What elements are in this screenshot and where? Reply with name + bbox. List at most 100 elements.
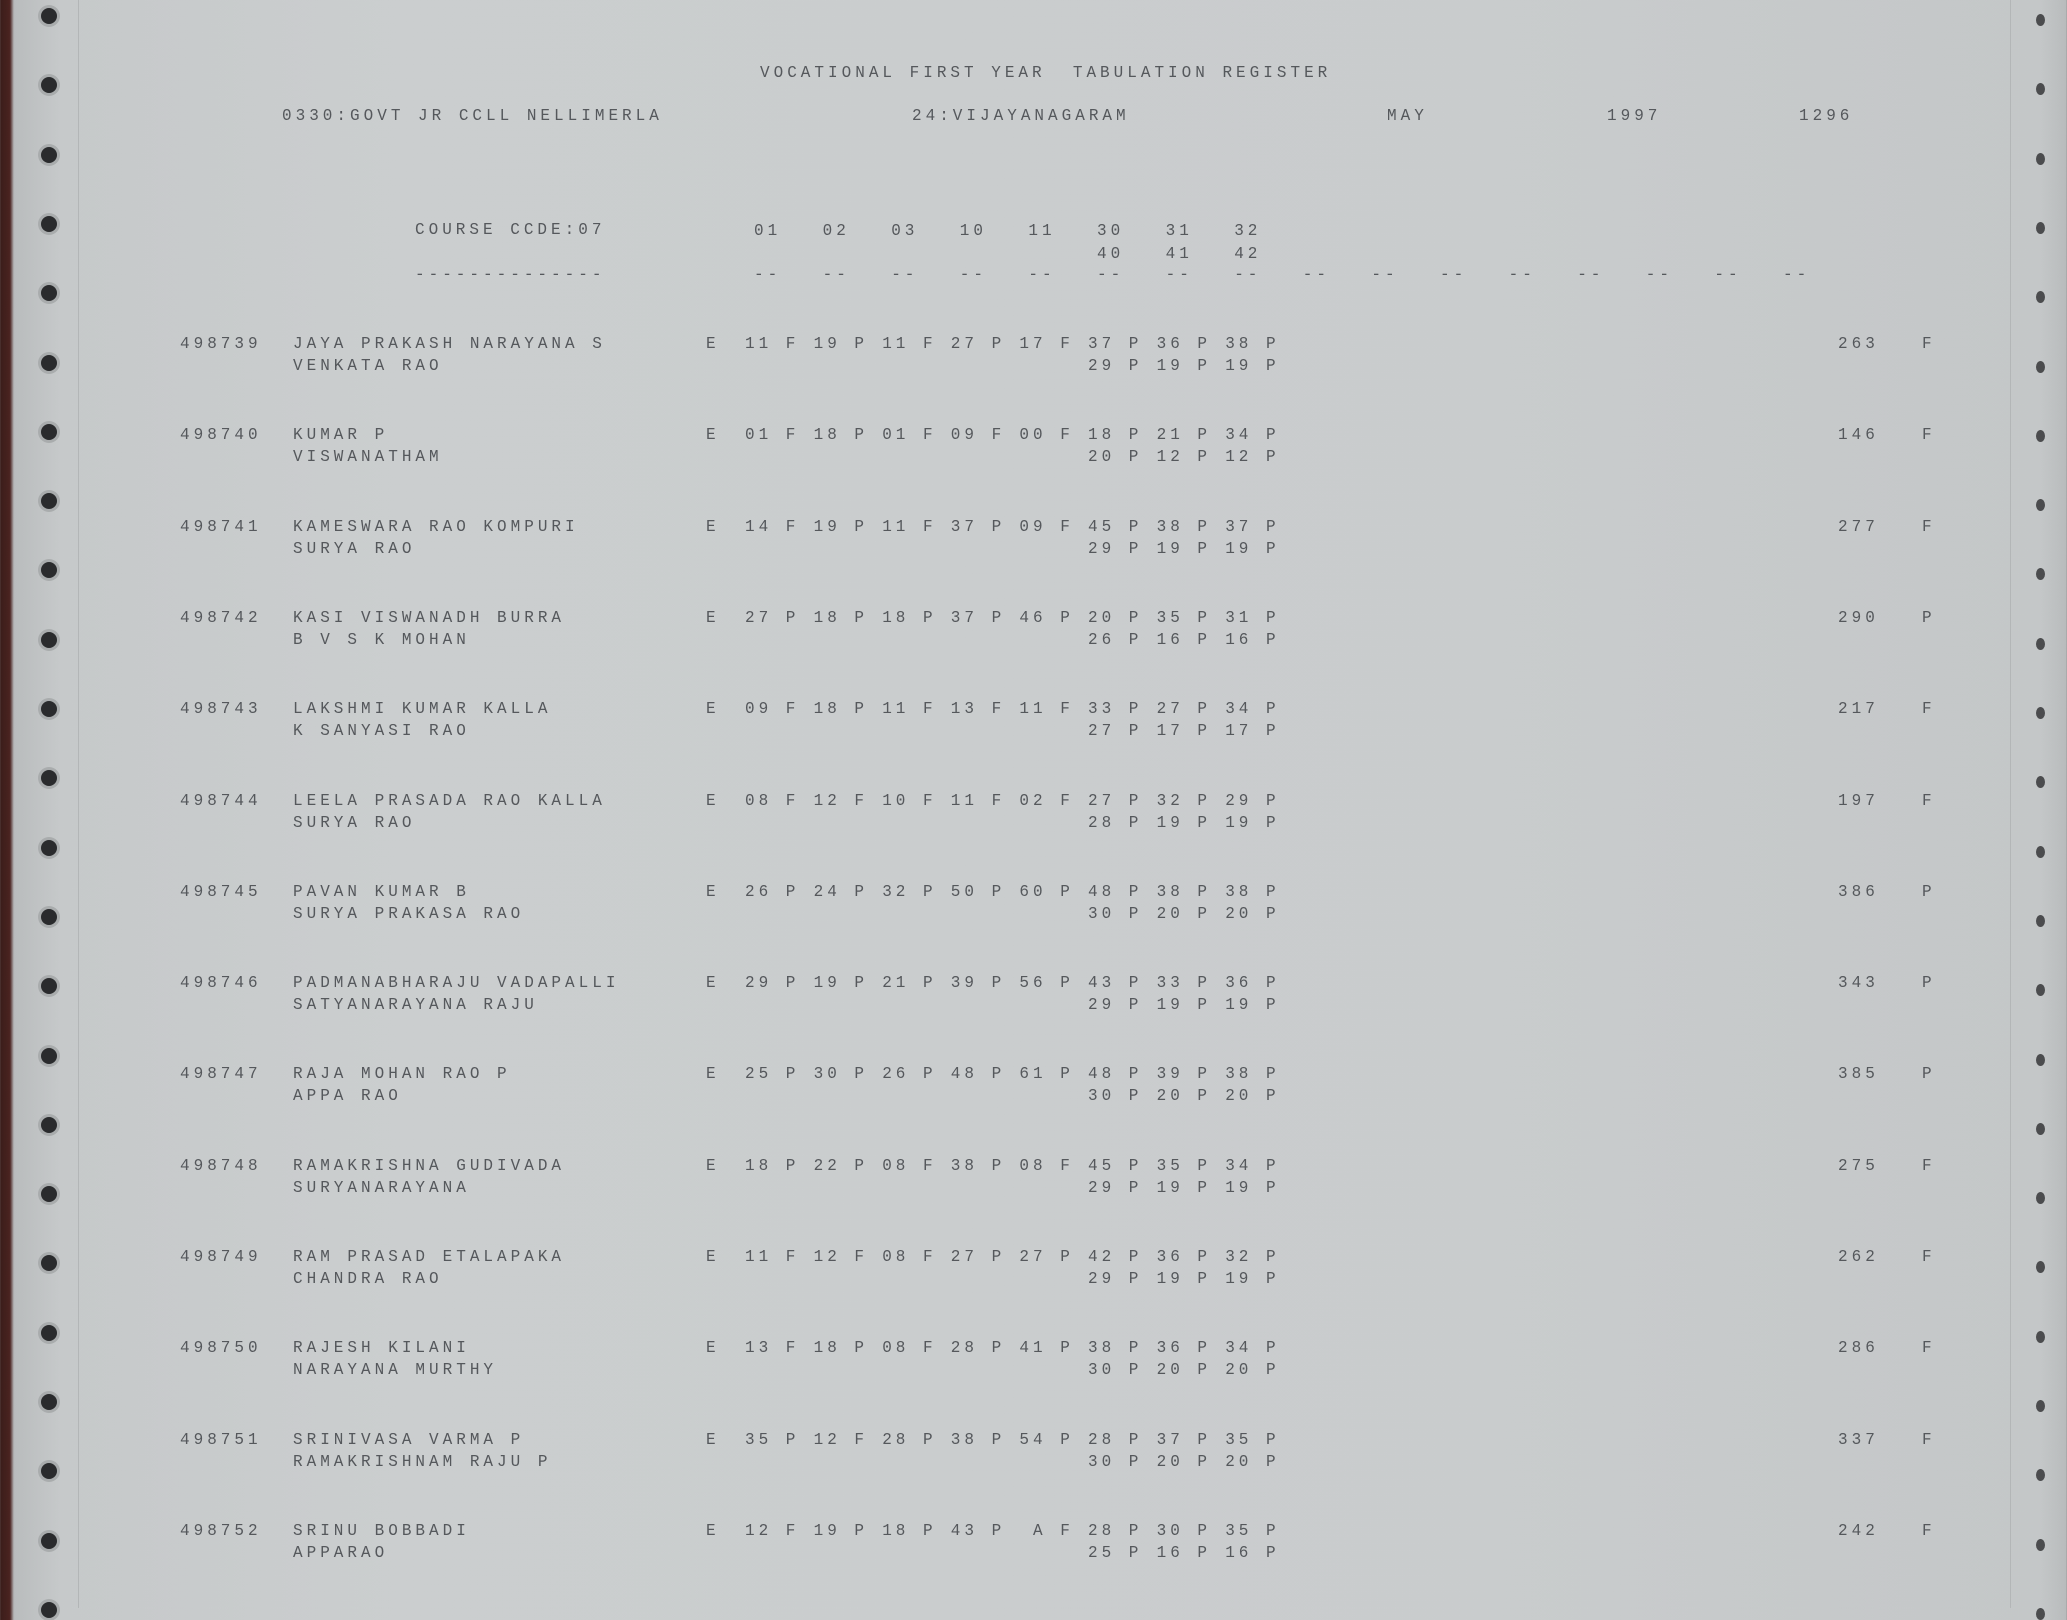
column-separator: -- bbox=[754, 265, 782, 285]
subject-mark: 24 P bbox=[813, 882, 868, 902]
subject-mark: 38 P bbox=[1225, 1064, 1280, 1084]
subject-mark: 48 P bbox=[1088, 1064, 1143, 1084]
father-name: B V S K MOHAN bbox=[293, 630, 470, 650]
tractor-hole bbox=[41, 1532, 57, 1549]
tractor-hole bbox=[2036, 1538, 2045, 1551]
subject-mark: 37 P bbox=[1225, 517, 1280, 537]
tractor-hole bbox=[41, 701, 57, 717]
tractor-hole bbox=[2036, 776, 2045, 789]
student-name: KUMAR P bbox=[293, 425, 389, 445]
student-name: KASI VISWANADH BURRA bbox=[293, 608, 566, 628]
roll-number: 498751 bbox=[180, 1430, 262, 1450]
tractor-hole bbox=[2036, 360, 2045, 373]
tractor-hole bbox=[2036, 499, 2045, 512]
total-marks: 290 bbox=[1838, 608, 1879, 628]
total-marks: 343 bbox=[1838, 973, 1879, 993]
subject-mark: 16 P bbox=[1156, 1543, 1211, 1563]
subject-mark: 38 P bbox=[1225, 882, 1280, 902]
subject-code: 41 bbox=[1165, 244, 1193, 264]
tractor-hole bbox=[2036, 14, 2045, 26]
student-name: JAYA PRAKASH NARAYANA S bbox=[293, 334, 606, 354]
subject-mark: 11 F bbox=[950, 791, 1006, 810]
column-separator: -- bbox=[1440, 265, 1468, 285]
subject-mark: 39 P bbox=[950, 973, 1006, 993]
result-status: F bbox=[1922, 1521, 1936, 1541]
tractor-hole bbox=[41, 215, 57, 232]
column-separator: -- bbox=[1028, 265, 1056, 285]
tractor-hole bbox=[41, 839, 57, 856]
total-marks: 337 bbox=[1838, 1430, 1879, 1450]
subject-mark: 37 P bbox=[950, 608, 1006, 628]
roll-number: 498741 bbox=[180, 517, 262, 537]
subject-mark: 19 P bbox=[813, 517, 868, 537]
subject-code: 10 bbox=[959, 221, 987, 241]
result-status: F bbox=[1922, 791, 1936, 810]
subject-mark: 50 P bbox=[950, 882, 1006, 902]
subject-mark: 09 F bbox=[745, 699, 800, 719]
subject-mark: 36 P bbox=[1156, 1338, 1211, 1358]
subject-mark: 14 F bbox=[745, 517, 800, 537]
subject-mark: 30 P bbox=[813, 1064, 868, 1084]
tractor-hole bbox=[41, 770, 57, 787]
subject-mark: 12 P bbox=[1225, 447, 1280, 467]
father-name: NARAYANA MURTHY bbox=[293, 1360, 498, 1380]
exam-year: 1997 bbox=[1607, 106, 1662, 126]
result-status: F bbox=[1922, 1430, 1936, 1450]
subject-mark: 17 P bbox=[1156, 721, 1211, 741]
father-name: VENKATA RAO bbox=[293, 356, 443, 376]
subject-mark: 45 P bbox=[1088, 1156, 1143, 1176]
tractor-hole bbox=[2036, 291, 2045, 304]
tractor-hole bbox=[41, 354, 57, 371]
tractor-hole bbox=[2036, 637, 2045, 650]
subject-mark: 17 P bbox=[1225, 721, 1280, 741]
total-marks: 217 bbox=[1838, 699, 1879, 719]
subject-mark: 28 P bbox=[950, 1338, 1006, 1358]
tractor-hole bbox=[41, 146, 57, 163]
total-marks: 286 bbox=[1838, 1338, 1879, 1358]
subject-mark: 26 P bbox=[1088, 630, 1143, 650]
subject-mark: 11 F bbox=[882, 517, 937, 537]
roll-number: 498742 bbox=[180, 608, 262, 628]
subject-mark: 19 P bbox=[1225, 1269, 1280, 1289]
total-marks: 277 bbox=[1838, 517, 1879, 537]
subject-code: 01 bbox=[754, 221, 782, 241]
total-marks: 275 bbox=[1838, 1156, 1879, 1176]
subject-mark: 13 F bbox=[950, 699, 1006, 719]
tractor-hole bbox=[2036, 1469, 2045, 1482]
roll-number: 498747 bbox=[180, 1064, 262, 1084]
tractor-hole bbox=[41, 1116, 57, 1133]
subject-mark: 19 P bbox=[1225, 813, 1280, 832]
total-marks: 385 bbox=[1838, 1064, 1879, 1084]
column-separator: -- bbox=[1508, 265, 1536, 285]
roll-number: 498746 bbox=[180, 973, 262, 993]
student-name: LEELA PRASADA RAO KALLA bbox=[293, 791, 606, 810]
subject-mark: 11 F bbox=[1019, 699, 1074, 719]
subject-mark: 20 P bbox=[1156, 1360, 1211, 1380]
medium-code: E bbox=[706, 1156, 720, 1176]
roll-number: 498745 bbox=[180, 882, 262, 902]
tractor-hole bbox=[41, 562, 57, 579]
subject-mark: 16 P bbox=[1225, 1543, 1280, 1563]
subject-code: 32 bbox=[1234, 221, 1262, 241]
tractor-hole bbox=[41, 1394, 57, 1410]
column-separator: -- bbox=[1577, 265, 1605, 285]
subject-code: 03 bbox=[891, 221, 919, 241]
column-separator: -- bbox=[959, 265, 987, 285]
result-status: F bbox=[1922, 699, 1936, 719]
subject-mark: 02 F bbox=[1019, 791, 1074, 810]
column-separator: -- bbox=[1371, 265, 1399, 285]
tractor-hole bbox=[41, 1601, 57, 1618]
subject-mark: 20 P bbox=[1156, 904, 1211, 924]
subject-mark: 18 P bbox=[1088, 425, 1143, 445]
subject-mark: 27 P bbox=[1088, 721, 1143, 741]
subject-code: 42 bbox=[1234, 244, 1262, 264]
subject-mark: 08 F bbox=[882, 1156, 937, 1176]
subject-mark: 30 P bbox=[1088, 1452, 1143, 1472]
result-status: F bbox=[1922, 425, 1936, 445]
subject-mark: 20 P bbox=[1088, 447, 1143, 467]
subject-mark: 28 P bbox=[882, 1430, 937, 1450]
result-status: P bbox=[1922, 608, 1936, 628]
subject-mark: 46 P bbox=[1019, 608, 1074, 628]
student-name: RAMAKRISHNA GUDIVADA bbox=[293, 1156, 566, 1176]
column-separator: -- bbox=[1645, 265, 1673, 285]
